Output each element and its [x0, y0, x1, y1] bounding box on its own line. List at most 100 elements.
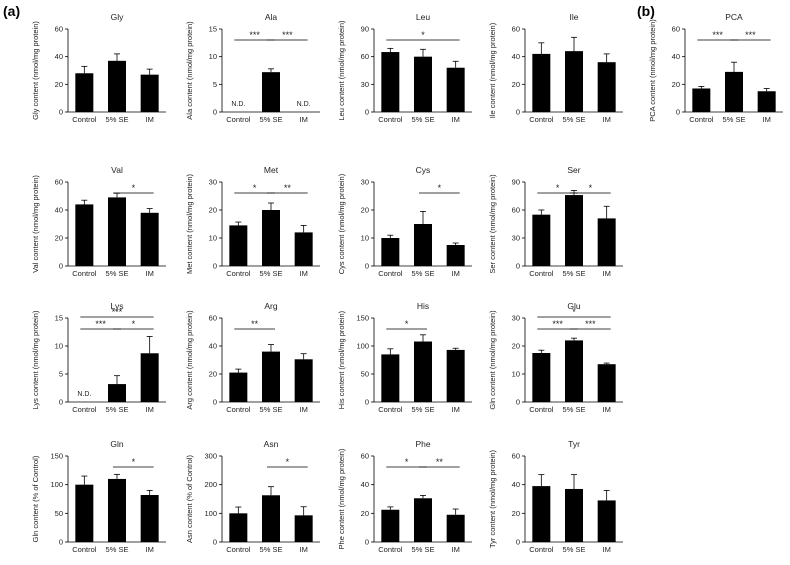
y-tick-label: 60: [672, 25, 680, 34]
x-tick-label: Control: [378, 269, 403, 278]
significance-label: *: [438, 183, 442, 193]
x-tick-label: Control: [226, 269, 251, 278]
chart-ser: Ser Ser content (nmol/mg protein) 0 30 60 90 C…: [488, 165, 623, 278]
y-tick-label: 40: [512, 52, 520, 61]
x-tick-label: IM: [299, 405, 307, 414]
nd-label: N.D.: [77, 391, 91, 398]
x-tick-label: Control: [72, 269, 97, 278]
chart-asn: Asn Asn content (% of Control) 0 100 200 300 C…: [185, 439, 320, 554]
chart-title: Phe: [415, 439, 430, 449]
y-tick-label: 50: [55, 509, 63, 518]
bar: [262, 351, 280, 402]
x-tick-label: Control: [226, 545, 251, 554]
x-tick-label: IM: [145, 405, 153, 414]
y-axis-label: Val content (nmol/mg protein): [31, 175, 40, 273]
bar: [381, 238, 400, 266]
x-tick-label: IM: [451, 269, 459, 278]
panel-label-a: (a): [3, 3, 21, 19]
bar: [262, 495, 280, 542]
x-tick-label: 5% SE: [412, 115, 435, 124]
y-tick-label: 0: [365, 262, 369, 271]
y-tick-label: 0: [676, 108, 680, 117]
y-tick-label: 20: [209, 206, 217, 215]
x-tick-label: Control: [529, 545, 554, 554]
chart-gln: Gln Gln content (% of Control) 0 50 100 150 Co…: [31, 439, 166, 554]
bar: [414, 224, 432, 266]
chart-title: PCA: [725, 12, 743, 22]
y-axis-label: PCA content (nmol/mg protein): [648, 19, 657, 122]
bar: [140, 74, 159, 112]
x-tick-label: IM: [602, 545, 610, 554]
bar: [108, 478, 126, 542]
nd-label: N.D.: [231, 101, 245, 108]
x-tick-label: IM: [602, 115, 610, 124]
bar: [692, 88, 711, 112]
y-tick-label: 0: [59, 538, 63, 547]
x-tick-label: 5% SE: [260, 269, 283, 278]
y-tick-label: 0: [516, 398, 520, 407]
y-tick-label: 20: [672, 80, 680, 89]
y-tick-label: 40: [361, 480, 369, 489]
y-axis-label: Lys content (nmol/mg protein): [31, 310, 40, 409]
bar: [381, 52, 400, 112]
y-tick-label: 40: [55, 52, 63, 61]
bar: [294, 515, 313, 542]
y-tick-label: 15: [55, 314, 63, 323]
significance-label: ***: [282, 30, 293, 40]
chart-his: His His content (nmol/mg protein) 0 50 100 15…: [337, 301, 472, 414]
bar: [565, 195, 583, 266]
significance-label: **: [251, 319, 259, 329]
chart-title: Glu: [567, 301, 581, 311]
y-axis-label: Leu content (nmol/mg protein): [337, 20, 346, 121]
y-tick-label: 50: [361, 370, 369, 379]
chart-title: Ser: [567, 165, 580, 175]
y-tick-label: 40: [55, 206, 63, 215]
bar: [294, 232, 313, 266]
y-tick-label: 0: [59, 262, 63, 271]
y-tick-label: 20: [512, 80, 520, 89]
significance-label: *: [253, 183, 257, 193]
y-tick-label: 60: [55, 25, 63, 34]
bar: [414, 498, 432, 542]
x-tick-label: 5% SE: [106, 115, 129, 124]
y-axis-label: Gln content (% of Control): [31, 455, 40, 542]
x-tick-label: IM: [145, 115, 153, 124]
y-tick-label: 20: [361, 509, 369, 518]
x-tick-label: 5% SE: [260, 115, 283, 124]
y-tick-label: 30: [512, 314, 520, 323]
chart-ala: Ala Ala content (nmol/mg protein) 0 5 10 15 N.…: [185, 12, 320, 124]
bar: [725, 71, 743, 112]
x-tick-label: Control: [689, 115, 714, 124]
y-tick-label: 10: [55, 342, 63, 351]
bar: [532, 214, 551, 266]
bar: [381, 354, 400, 402]
chart-title: Cys: [416, 165, 431, 175]
chart-gly: Gly Gly content (nmol/mg protein) 0 20 40 60 C…: [31, 12, 166, 124]
y-tick-label: 20: [55, 234, 63, 243]
y-tick-label: 0: [516, 538, 520, 547]
x-tick-label: IM: [299, 269, 307, 278]
chart-cys: Cys Cys content (nmol/mg protein) 0 10 20 30 C…: [337, 165, 472, 278]
y-tick-label: 60: [512, 452, 520, 461]
x-tick-label: 5% SE: [563, 405, 586, 414]
chart-phe: Phe Phe content (nmol/mg protein) 0 20 40 60 C…: [337, 439, 472, 554]
y-tick-label: 60: [55, 178, 63, 187]
y-tick-label: 0: [213, 262, 217, 271]
nd-label: N.D.: [297, 101, 311, 108]
significance-label: ***: [585, 319, 596, 329]
y-tick-label: 60: [209, 314, 217, 323]
y-axis-label: Ile content (nmol/mg protein): [488, 22, 497, 118]
y-tick-label: 0: [213, 538, 217, 547]
x-tick-label: Control: [72, 545, 97, 554]
y-tick-label: 30: [361, 80, 369, 89]
bar: [414, 341, 432, 402]
y-tick-label: 100: [204, 509, 217, 518]
chart-title: Leu: [416, 12, 430, 22]
y-tick-label: 0: [213, 398, 217, 407]
y-tick-label: 20: [55, 80, 63, 89]
y-axis-label: Asn content (% of Control): [185, 455, 194, 543]
bar: [75, 484, 94, 542]
y-tick-label: 0: [365, 538, 369, 547]
bar: [229, 372, 248, 402]
